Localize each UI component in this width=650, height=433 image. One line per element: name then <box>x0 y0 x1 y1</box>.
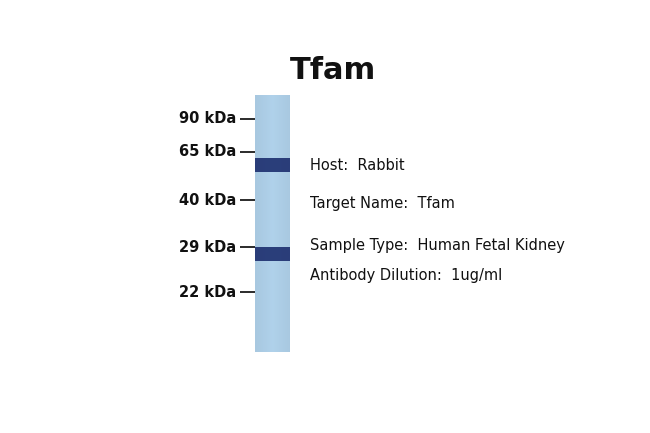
Text: 90 kDa: 90 kDa <box>179 111 236 126</box>
Text: 40 kDa: 40 kDa <box>179 193 236 208</box>
Text: Host:  Rabbit: Host: Rabbit <box>311 158 405 173</box>
Text: Tfam: Tfam <box>290 56 376 85</box>
Text: 22 kDa: 22 kDa <box>179 284 236 300</box>
Bar <box>255 95 291 352</box>
Text: 29 kDa: 29 kDa <box>179 239 236 255</box>
Text: 65 kDa: 65 kDa <box>179 145 236 159</box>
Text: Target Name:  Tfam: Target Name: Tfam <box>311 196 456 211</box>
Text: Sample Type:  Human Fetal Kidney: Sample Type: Human Fetal Kidney <box>311 238 566 253</box>
Text: Antibody Dilution:  1ug/ml: Antibody Dilution: 1ug/ml <box>311 268 502 283</box>
Bar <box>255 158 291 172</box>
Bar <box>255 247 291 261</box>
